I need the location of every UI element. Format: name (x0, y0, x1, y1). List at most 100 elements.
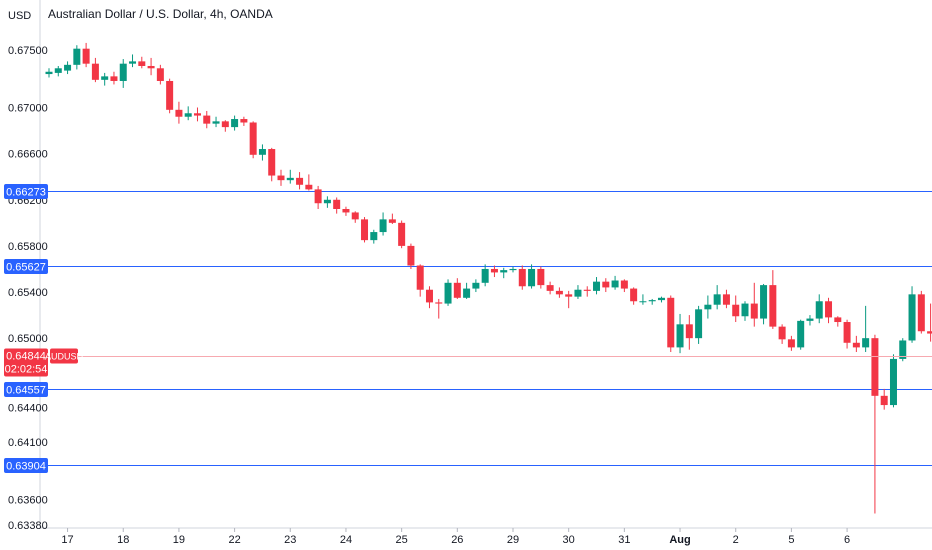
candle (583, 286, 591, 297)
y-tick-label: 0.65400 (8, 287, 48, 299)
candle-body (370, 232, 378, 241)
candle-body (221, 121, 229, 128)
y-tick-label: 0.67500 (8, 45, 48, 57)
candle-body (825, 301, 833, 318)
candle (379, 212, 387, 236)
candle-body (889, 358, 897, 406)
candle (778, 324, 786, 344)
candle (871, 334, 879, 514)
candle (370, 229, 378, 244)
candle-body (398, 222, 406, 246)
candle-body (305, 184, 313, 190)
candle (481, 264, 489, 287)
candle (351, 211, 359, 223)
candle-body (277, 175, 285, 181)
candle-body (110, 76, 118, 81)
candle-body (741, 303, 749, 317)
y-tick-label: 0.63380 (8, 520, 48, 532)
candle-body (333, 199, 341, 209)
candle (221, 120, 229, 132)
candle (54, 65, 62, 77)
chart-title: Australian Dollar / U.S. Dollar, 4h, OAN… (48, 7, 273, 21)
currency-label: USD (8, 10, 31, 22)
candle-body (407, 245, 415, 266)
candle-body (286, 177, 294, 181)
candle-body (54, 68, 62, 73)
x-tick-label: 5 (788, 534, 794, 546)
candle-body (927, 331, 932, 334)
candle-body (175, 109, 183, 117)
candle (453, 278, 461, 299)
candle (435, 298, 443, 319)
candle-body (518, 268, 526, 287)
candle-body (184, 113, 192, 117)
candle-body (203, 115, 211, 124)
candle (156, 64, 164, 85)
candle (713, 285, 721, 310)
candles (45, 42, 932, 514)
candle-body (500, 270, 508, 273)
candle (323, 196, 331, 208)
x-tick-label: 22 (228, 534, 240, 546)
candle-body (444, 282, 452, 304)
candle-body (546, 285, 554, 291)
candle (555, 287, 563, 298)
candle (648, 298, 656, 305)
candle (184, 106, 192, 121)
candle-body (481, 268, 489, 283)
candle (388, 213, 396, 224)
candle (750, 282, 758, 327)
candle (825, 297, 833, 324)
candle (769, 270, 777, 329)
candle (45, 68, 53, 78)
candle-body (463, 288, 471, 298)
x-tick-label: Aug (669, 534, 690, 546)
candle-body (815, 301, 823, 319)
candle (815, 294, 823, 324)
x-tick-label: 25 (396, 534, 408, 546)
candle (166, 78, 174, 114)
candle-body (537, 268, 545, 286)
candle (119, 59, 127, 88)
y-axis-ticks: 0.675000.670000.666000.662000.658000.654… (8, 45, 48, 532)
candle-body (862, 338, 870, 348)
candle (760, 283, 768, 325)
candle-body (296, 177, 304, 185)
candle-body (490, 268, 498, 273)
candle-body (704, 304, 712, 310)
candle (490, 265, 498, 278)
candle (546, 281, 554, 295)
x-tick-label: 31 (618, 534, 630, 546)
level-label: 0.64557 (6, 385, 46, 397)
candle (268, 147, 276, 182)
candle (704, 295, 712, 319)
candle (361, 217, 369, 243)
candle (639, 294, 647, 305)
candle (797, 319, 805, 350)
candle (676, 313, 684, 354)
y-tick-label: 0.65000 (8, 333, 48, 345)
candle-body (630, 288, 638, 302)
level-label: 0.65627 (6, 262, 46, 274)
candle-body (388, 219, 396, 223)
candle-body (657, 297, 665, 301)
candle (407, 243, 415, 269)
candle-body (917, 294, 925, 332)
x-tick-label: 26 (451, 534, 463, 546)
candle-body (351, 212, 359, 220)
candle (333, 197, 341, 214)
candle (685, 315, 693, 350)
x-tick-label: 17 (61, 534, 73, 546)
candle-body (593, 281, 601, 291)
y-tick-label: 0.67000 (8, 103, 48, 115)
current-price-countdown: 02:02:54 (5, 364, 48, 376)
candle (908, 286, 916, 343)
candle-body (91, 63, 99, 80)
candle (695, 305, 703, 344)
candle-body (908, 294, 916, 341)
current-price-value: 0.64844 (6, 351, 46, 363)
x-tick-label: 29 (507, 534, 519, 546)
candle (565, 290, 573, 309)
